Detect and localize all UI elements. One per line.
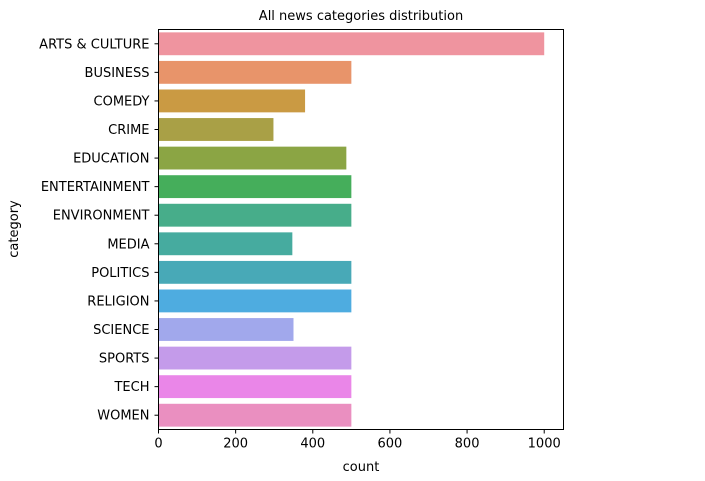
bar	[158, 289, 352, 313]
bar	[158, 232, 293, 256]
bar	[158, 375, 352, 399]
bar	[158, 318, 294, 341]
bar	[158, 118, 274, 141]
x-tick-label: 800	[455, 437, 480, 452]
y-tick-label: COMEDY	[94, 94, 150, 109]
bar	[158, 89, 306, 113]
bar	[158, 203, 352, 227]
bar	[158, 260, 352, 284]
x-axis-label: count	[343, 460, 380, 475]
plot-frame	[158, 29, 564, 430]
bars	[158, 32, 545, 427]
y-tick-label: ENTERTAINMENT	[41, 180, 150, 195]
y-tick-label: TECH	[113, 380, 149, 395]
x-axis-ticks: 0 200 400 600 800 1000	[154, 429, 561, 452]
y-axis-ticks: ARTS & CULTURE BUSINESS COMEDY CRIME EDUCATI…	[39, 37, 159, 424]
y-tick-label: SCIENCE	[93, 323, 149, 338]
bar	[158, 346, 352, 370]
y-tick-label: WOMEN	[97, 409, 149, 424]
bar	[158, 60, 352, 84]
x-tick-label: 1000	[528, 437, 561, 452]
y-tick-label: ENVIRONMENT	[53, 209, 150, 224]
x-tick-label: 200	[223, 437, 248, 452]
bar	[158, 146, 347, 170]
y-tick-label: EDUCATION	[73, 152, 149, 167]
bar	[158, 32, 545, 56]
y-tick-label: POLITICS	[91, 266, 149, 281]
y-tick-label: RELIGION	[87, 294, 149, 309]
x-tick-label: 600	[378, 437, 403, 452]
y-axis-label: category	[7, 200, 22, 258]
chart-title: All news categories distribution	[259, 9, 463, 24]
y-tick-label: ARTS & CULTURE	[39, 37, 149, 52]
y-tick-label: BUSINESS	[85, 66, 150, 81]
bar	[158, 175, 352, 199]
y-tick-label: CRIME	[108, 123, 149, 138]
y-tick-label: MEDIA	[107, 237, 149, 252]
y-tick-label: SPORTS	[99, 352, 150, 367]
x-tick-label: 0	[154, 437, 162, 452]
x-tick-label: 400	[300, 437, 325, 452]
bar	[158, 403, 352, 427]
